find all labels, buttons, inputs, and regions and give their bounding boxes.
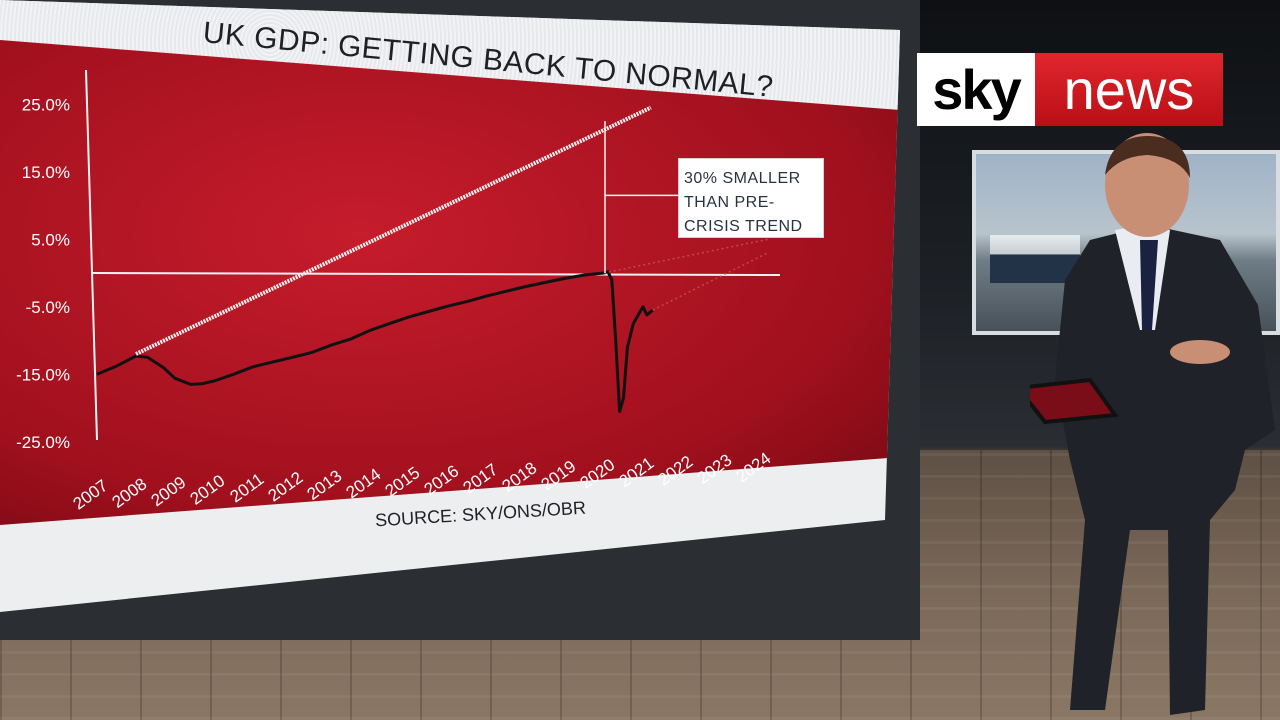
chart-display: UK GDP: GETTING BACK TO NORMAL? 25.0% 15.…	[0, 0, 900, 612]
chart-plot: 25.0%15.0%5.0%-5.0%-15.0%-25.0%200720082…	[0, 40, 900, 525]
presenter-hair	[1105, 135, 1190, 178]
zero-reference-line	[91, 272, 781, 276]
callout-line-2: THAN PRE-	[684, 194, 775, 211]
y-tick-label: 25.0%	[22, 95, 70, 114]
series-line-2	[652, 252, 769, 311]
callout-line-3: CRISIS TREND	[684, 218, 803, 235]
y-tick-label: -15.0%	[16, 365, 70, 384]
sky-news-logo: sky news	[917, 53, 1223, 126]
presenter-hand	[1170, 340, 1230, 364]
y-axis-line	[85, 69, 98, 441]
y-tick-label: 15.0%	[22, 163, 70, 182]
plot-panel	[0, 40, 900, 525]
callout-line-1: 30% SMALLER	[684, 170, 801, 187]
series-line-0	[96, 270, 654, 413]
logo-sky-text: sky	[917, 53, 1035, 126]
presenter-tie	[1140, 240, 1158, 330]
y-tick-label: 5.0%	[31, 230, 70, 249]
logo-news-text: news	[1035, 53, 1223, 126]
presenter	[1030, 133, 1275, 715]
y-tick-label: -25.0%	[16, 433, 70, 452]
presenter-body	[1055, 225, 1275, 715]
ship-image	[990, 235, 1080, 283]
series-line-1	[135, 105, 652, 356]
tablet-icon	[1030, 377, 1119, 425]
callout-box: 30% SMALLER THAN PRE- CRISIS TREND	[678, 158, 824, 238]
y-tick-label: -5.0%	[26, 298, 70, 317]
